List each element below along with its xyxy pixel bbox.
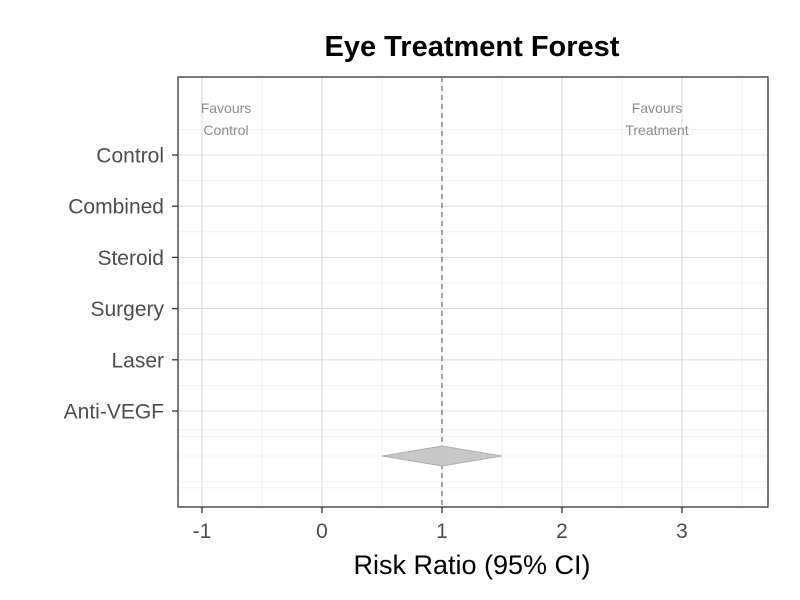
chart-title: Eye Treatment Forest <box>325 31 620 63</box>
panel-border <box>177 76 769 508</box>
favours-treatment-label-line: Treatment <box>625 122 688 138</box>
x-tick-label: 1 <box>436 520 448 543</box>
category-label: Laser <box>111 349 164 372</box>
x-tick-label: 3 <box>676 520 688 543</box>
x-tick-label: -1 <box>193 520 212 543</box>
category-label: Surgery <box>90 298 164 321</box>
favours-treatment-label-line: Favours <box>632 100 683 116</box>
x-tick-label: 2 <box>556 520 568 543</box>
category-label: Control <box>96 145 164 168</box>
x-tick-label: 0 <box>316 520 328 543</box>
summary-diamond <box>381 445 503 467</box>
category-label: Anti-VEGF <box>64 401 164 424</box>
favours-control-label-line: Favours <box>201 100 252 116</box>
category-label: Combined <box>68 196 164 219</box>
y-axis: Control Combined Steroid Surgery Laser Anti-V… <box>64 145 178 424</box>
category-label: Steroid <box>97 247 164 270</box>
x-axis: -1 0 1 2 3 <box>193 507 688 543</box>
x-axis-title: Risk Ratio (95% CI) <box>353 550 590 580</box>
annotations: Favours Control Favours Treatment <box>201 100 689 138</box>
favours-control-label-line: Control <box>203 122 248 138</box>
grid-layer <box>178 77 768 507</box>
